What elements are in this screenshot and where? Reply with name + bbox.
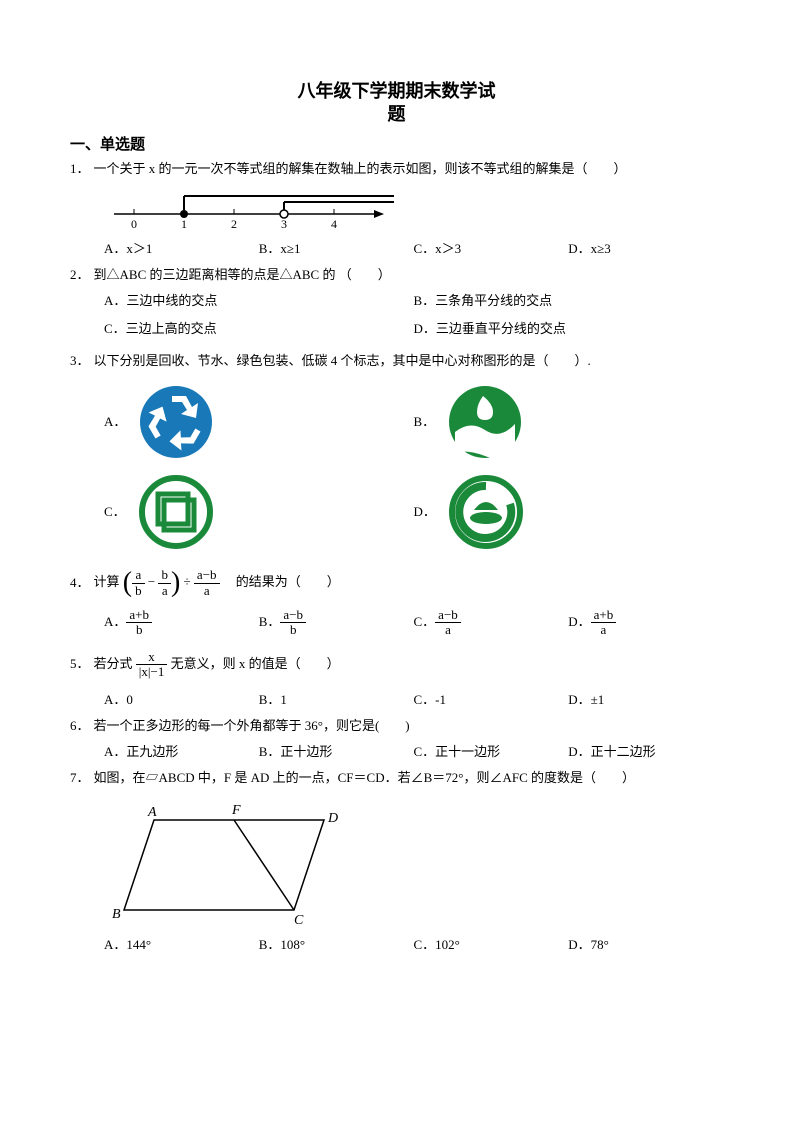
svg-text:A: A (147, 805, 157, 820)
exam-title: 八年级下学期期末数学试 题 (70, 80, 723, 127)
q2-opt-c[interactable]: C．三边上高的交点 (104, 318, 414, 340)
section-title: 一、单选题 (70, 133, 723, 154)
q6-opt-c[interactable]: C．正十一边形 (414, 741, 569, 763)
q5-opt-c[interactable]: C．-1 (414, 689, 569, 711)
q4-opt-d[interactable]: D．a+ba (568, 608, 723, 638)
q7-opt-b[interactable]: B．108° (259, 934, 414, 956)
q3-opt-c[interactable]: C． (104, 472, 414, 552)
lowcarbon-icon (446, 472, 526, 552)
q3-opt-b[interactable]: B． (414, 382, 724, 462)
q4-number: 4． (70, 572, 90, 594)
q1-opt-b[interactable]: B．x≥1 (259, 238, 414, 260)
q6-text: 若一个正多边形的每一个外角都等于 36°，则它是( ) (94, 715, 723, 737)
svg-text:4: 4 (331, 217, 337, 231)
q2-text: 到△ABC 的三边距离相等的点是△ABC 的 （ ） (94, 264, 723, 286)
q5-number: 5． (70, 653, 90, 675)
q3-opt-d[interactable]: D． (414, 472, 724, 552)
svg-text:1: 1 (181, 217, 187, 231)
q6-opt-a[interactable]: A．正九边形 (104, 741, 259, 763)
svg-text:3: 3 (281, 217, 287, 231)
q1-opt-a[interactable]: A．x＞1 (104, 238, 259, 260)
svg-text:D: D (327, 811, 338, 826)
q4-opt-c[interactable]: C．a−ba (414, 608, 569, 638)
q7-figure: A F D B C (104, 800, 723, 930)
q6-number: 6． (70, 715, 90, 737)
q2-opt-d[interactable]: D．三边垂直平分线的交点 (414, 318, 724, 340)
q1-text: 一个关于 x 的一元一次不等式组的解集在数轴上的表示如图，则该不等式组的解集是（… (94, 158, 723, 180)
question-5: 5． 若分式 x|x|−1 无意义，则 x 的值是（ ） A．0 B．1 C．-… (70, 650, 723, 712)
q7-opt-c[interactable]: C．102° (414, 934, 569, 956)
q1-opt-d[interactable]: D．x≥3 (568, 238, 723, 260)
svg-text:0: 0 (131, 217, 137, 231)
water-icon (445, 382, 525, 462)
question-2: 2． 到△ABC 的三边距离相等的点是△ABC 的 （ ） A．三边中线的交点 … (70, 264, 723, 346)
question-7: 7． 如图，在▱ABCD 中，F 是 AD 上的一点，CF＝CD．若∠B＝72°… (70, 767, 723, 955)
q2-opt-b[interactable]: B．三条角平分线的交点 (414, 290, 724, 312)
svg-text:B: B (112, 907, 121, 922)
q5-opt-a[interactable]: A．0 (104, 689, 259, 711)
q7-opt-a[interactable]: A．144° (104, 934, 259, 956)
q6-opt-b[interactable]: B．正十边形 (259, 741, 414, 763)
recycle-icon (136, 382, 216, 462)
q6-opt-d[interactable]: D．正十二边形 (568, 741, 723, 763)
q5-text: 若分式 x|x|−1 无意义，则 x 的值是（ ） (94, 650, 723, 680)
svg-text:2: 2 (231, 217, 237, 231)
q4-opt-b[interactable]: B．a−bb (259, 608, 414, 638)
q4-opt-a[interactable]: A．a+bb (104, 608, 259, 638)
q7-text: 如图，在▱ABCD 中，F 是 AD 上的一点，CF＝CD．若∠B＝72°，则∠… (94, 767, 723, 789)
question-3: 3． 以下分别是回收、节水、绿色包装、低碳 4 个标志，其中是中心对称图形的是（… (70, 350, 723, 552)
q3-opt-a[interactable]: A． (104, 382, 414, 462)
q1-number: 1． (70, 158, 90, 180)
q5-opt-b[interactable]: B．1 (259, 689, 414, 711)
q1-opt-c[interactable]: C．x＞3 (414, 238, 569, 260)
q3-number: 3． (70, 350, 90, 372)
q7-opt-d[interactable]: D．78° (568, 934, 723, 956)
q4-text: 计算 (ab − ba) ÷ a−ba 的结果为（ ） (94, 568, 723, 598)
q2-number: 2． (70, 264, 90, 286)
q2-opt-a[interactable]: A．三边中线的交点 (104, 290, 414, 312)
q3-text: 以下分别是回收、节水、绿色包装、低碳 4 个标志，其中是中心对称图形的是（ ）. (94, 350, 723, 372)
svg-text:C: C (294, 913, 304, 928)
svg-text:F: F (231, 803, 241, 818)
question-1: 1． 一个关于 x 的一元一次不等式组的解集在数轴上的表示如图，则该不等式组的解… (70, 158, 723, 260)
q1-numberline: 0 1 2 3 4 (104, 188, 723, 232)
question-6: 6． 若一个正多边形的每一个外角都等于 36°，则它是( ) A．正九边形 B．… (70, 715, 723, 763)
packaging-icon (136, 472, 216, 552)
question-4: 4． 计算 (ab − ba) ÷ a−ba 的结果为（ ） A．a+bb B．… (70, 568, 723, 637)
q5-opt-d[interactable]: D．±1 (568, 689, 723, 711)
q7-number: 7． (70, 767, 90, 789)
